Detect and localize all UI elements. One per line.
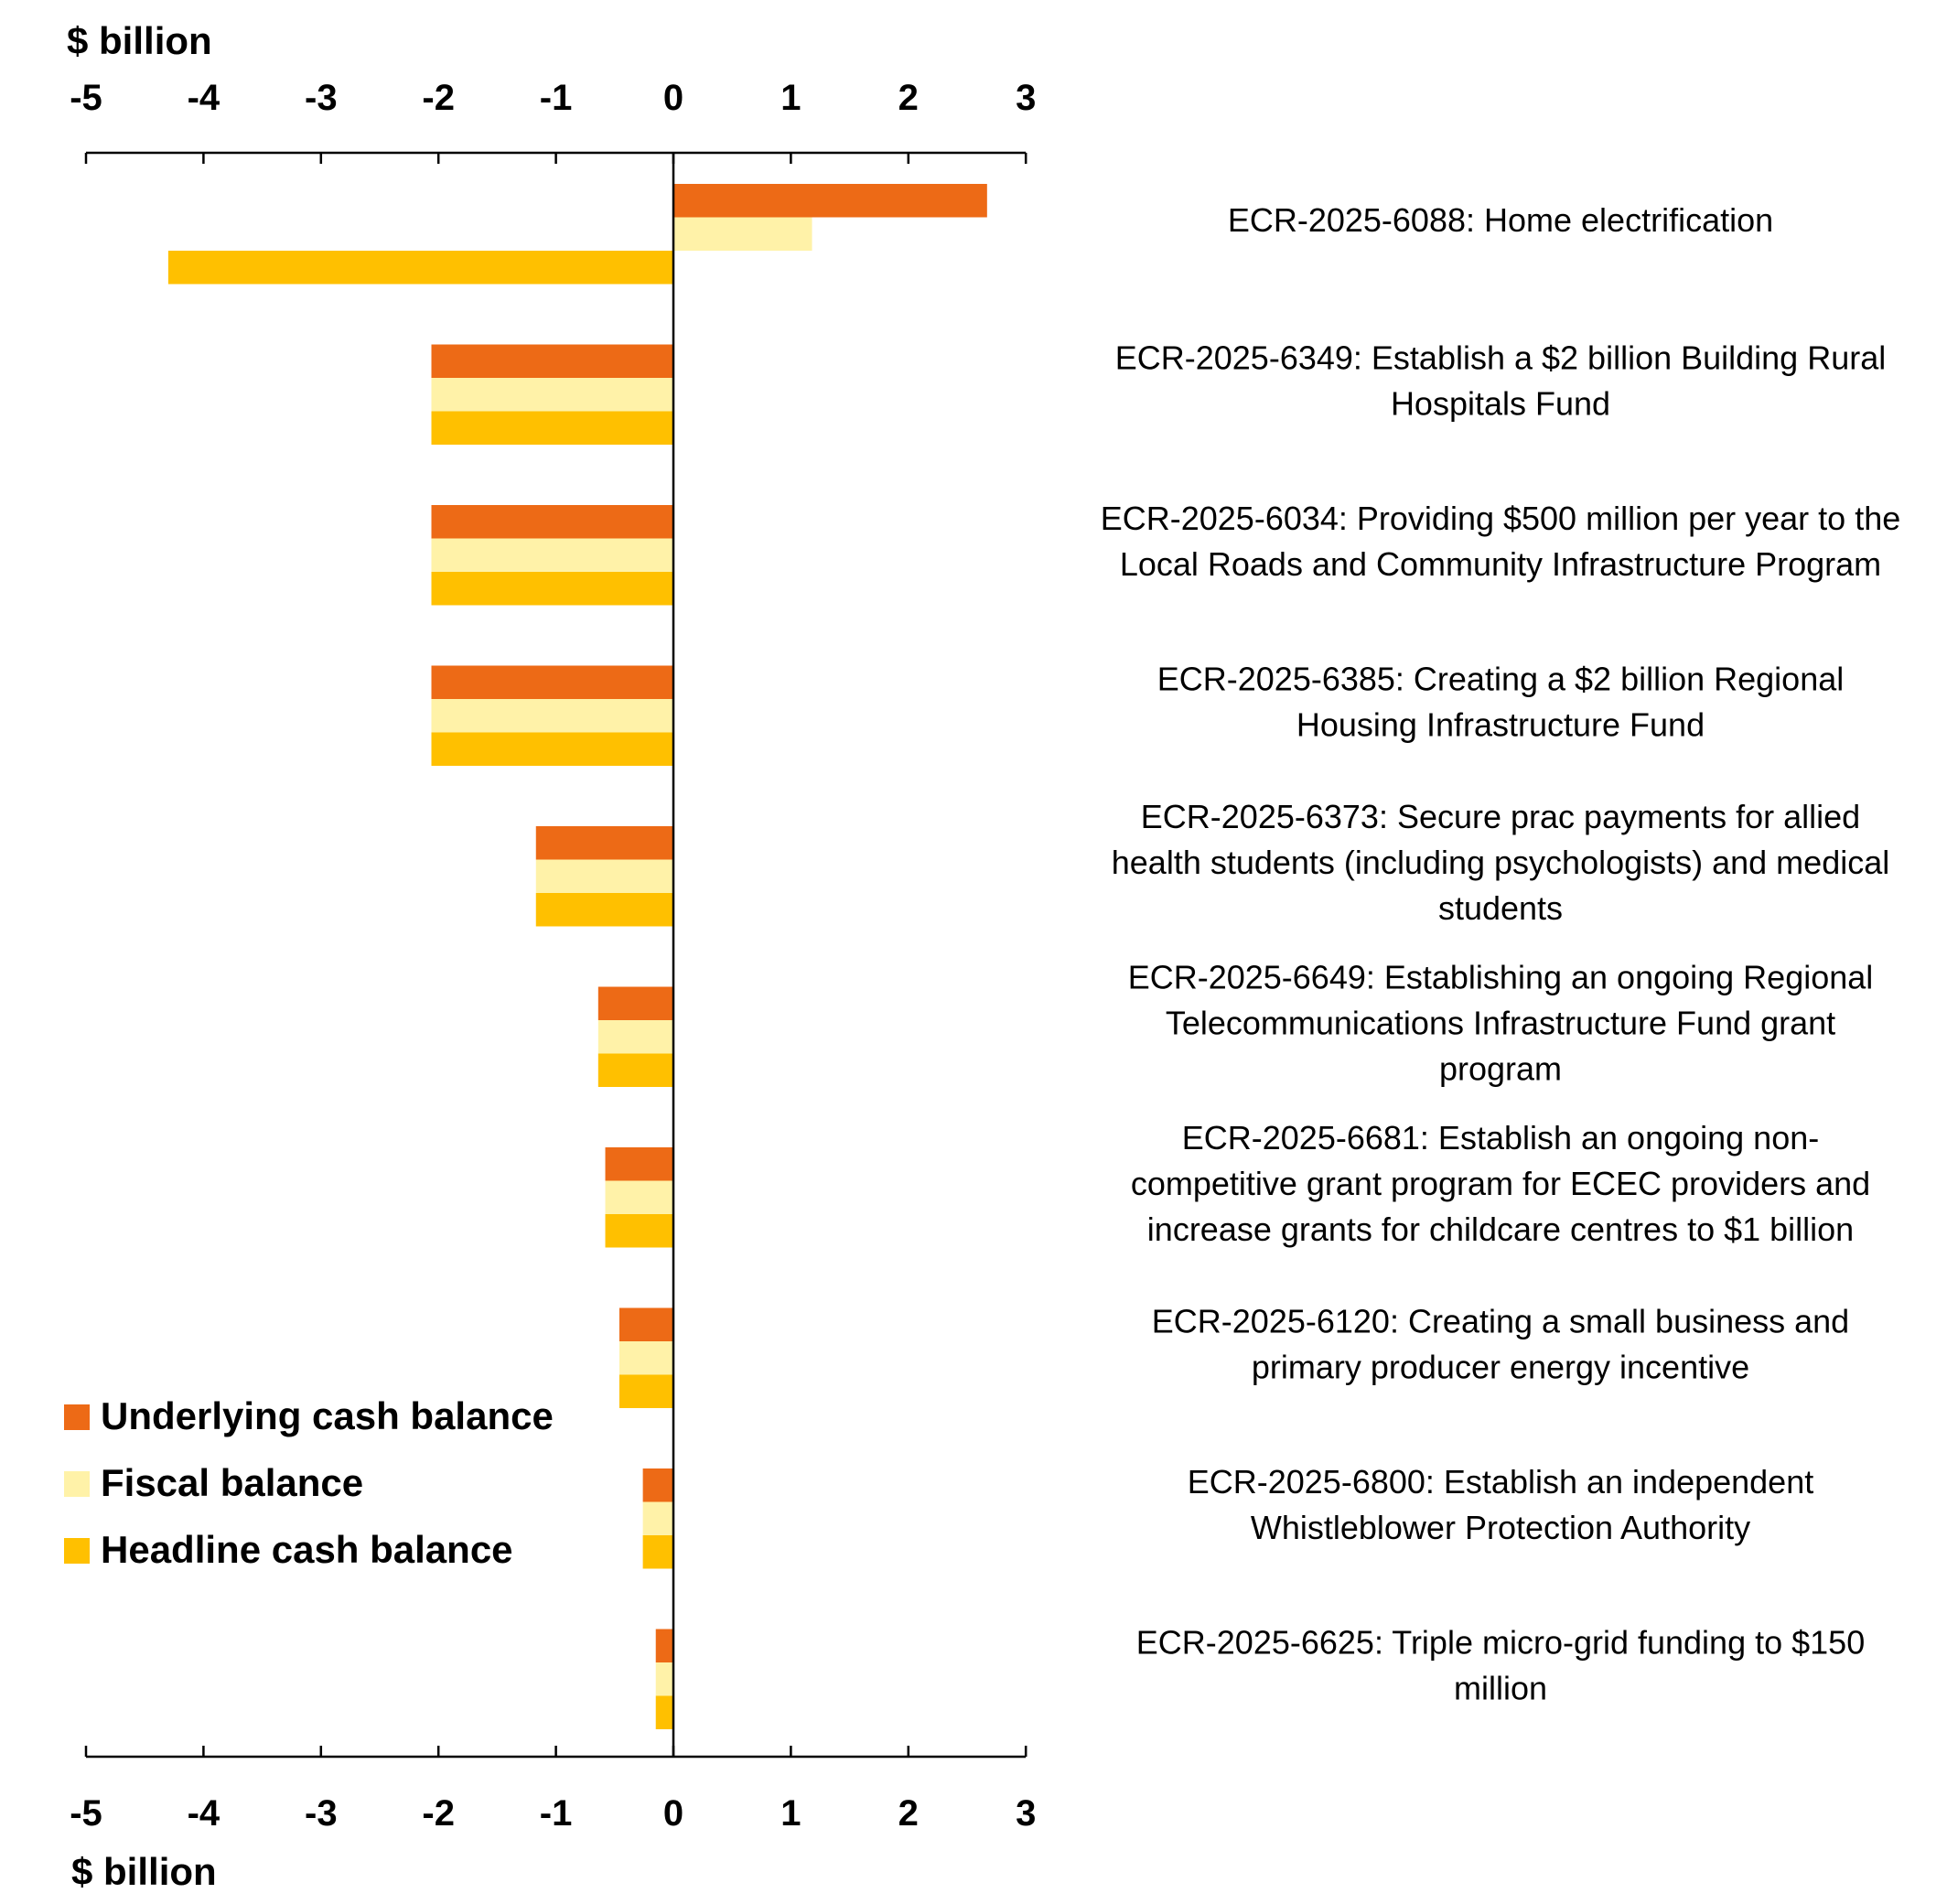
bar-fiscal-balance-3 bbox=[431, 699, 673, 733]
x-tick-label-top-2: -3 bbox=[305, 78, 338, 118]
bar-fiscal-balance-2 bbox=[431, 538, 673, 572]
x-tick-label-top-1: -4 bbox=[188, 78, 221, 118]
bar-fiscal-balance-4 bbox=[535, 859, 673, 893]
legend-swatch-2 bbox=[64, 1538, 90, 1564]
bar-headline-cash-balance-5 bbox=[597, 1053, 673, 1087]
x-tick-label-bottom-3: -2 bbox=[422, 1793, 455, 1834]
x-tick-label-top-5: 0 bbox=[663, 78, 683, 118]
category-label-4-line-0: ECR-2025-6373: Secure prac payments for … bbox=[1141, 798, 1860, 835]
category-label-2-line-1: Local Roads and Community Infrastructure… bbox=[1120, 545, 1881, 583]
bar-underlying-cash-balance-5 bbox=[597, 986, 673, 1020]
legend-swatch-0 bbox=[64, 1404, 90, 1430]
category-label-1-line-1: Hospitals Fund bbox=[1391, 384, 1610, 422]
legend: Underlying cash balance Fiscal balance Hea… bbox=[64, 1394, 554, 1571]
bar-headline-cash-balance-4 bbox=[535, 893, 673, 927]
bar-headline-cash-balance-1 bbox=[431, 411, 673, 445]
bar-underlying-cash-balance-6 bbox=[605, 1147, 673, 1181]
bars-layer bbox=[167, 184, 987, 1729]
category-label-4-line-2: students bbox=[1438, 889, 1563, 927]
bar-fiscal-balance-8 bbox=[642, 1501, 673, 1535]
category-label-6-line-2: increase grants for childcare centres to… bbox=[1147, 1210, 1854, 1248]
category-label-7-line-1: primary producer energy incentive bbox=[1252, 1348, 1749, 1385]
category-label-0-line-0: ECR-2025-6088: Home electrification bbox=[1228, 201, 1773, 239]
x-tick-label-bottom-6: 1 bbox=[780, 1793, 801, 1834]
x-axis-unit-top: $ billion bbox=[67, 19, 212, 62]
x-tick-label-top-0: -5 bbox=[70, 78, 102, 118]
legend-label-1: Fiscal balance bbox=[101, 1461, 363, 1504]
category-label-9-line-0: ECR-2025-6625: Triple micro-grid funding… bbox=[1136, 1623, 1865, 1661]
bar-headline-cash-balance-0 bbox=[167, 251, 673, 285]
category-label-3-line-0: ECR-2025-6385: Creating a $2 billion Reg… bbox=[1157, 660, 1844, 697]
x-tick-label-bottom-7: 2 bbox=[898, 1793, 919, 1834]
bar-fiscal-balance-9 bbox=[655, 1662, 673, 1696]
category-label-4-line-1: health students (including psychologists… bbox=[1112, 844, 1889, 881]
x-axis-unit-bottom: $ billion bbox=[71, 1850, 217, 1893]
legend-swatch-1 bbox=[64, 1471, 90, 1497]
bar-headline-cash-balance-8 bbox=[642, 1535, 673, 1569]
x-tick-label-top-8: 3 bbox=[1016, 78, 1036, 118]
bar-headline-cash-balance-6 bbox=[605, 1214, 673, 1248]
category-label-6-line-0: ECR-2025-6681: Establish an ongoing non- bbox=[1182, 1119, 1819, 1156]
category-label-5-line-1: Telecommunications Infrastructure Fund g… bbox=[1166, 1004, 1835, 1041]
bar-fiscal-balance-0 bbox=[673, 217, 812, 251]
category-label-8-line-1: Whistleblower Protection Authority bbox=[1251, 1509, 1750, 1546]
bar-fiscal-balance-6 bbox=[605, 1180, 673, 1214]
x-tick-label-top-4: -1 bbox=[540, 78, 573, 118]
category-label-7-line-0: ECR-2025-6120: Creating a small business… bbox=[1152, 1302, 1849, 1339]
bar-underlying-cash-balance-1 bbox=[431, 344, 673, 378]
bar-underlying-cash-balance-9 bbox=[655, 1629, 673, 1662]
axes-layer bbox=[84, 151, 1027, 1759]
bar-underlying-cash-balance-7 bbox=[619, 1307, 673, 1341]
legend-label-2: Headline cash balance bbox=[101, 1528, 513, 1571]
category-label-9-line-1: million bbox=[1454, 1669, 1547, 1706]
bar-headline-cash-balance-7 bbox=[619, 1374, 673, 1408]
category-label-5-line-2: program bbox=[1439, 1049, 1562, 1087]
bar-headline-cash-balance-2 bbox=[431, 572, 673, 606]
bar-headline-cash-balance-3 bbox=[431, 732, 673, 766]
category-label-3-line-1: Housing Infrastructure Fund bbox=[1296, 705, 1705, 743]
legend-label-0: Underlying cash balance bbox=[101, 1394, 554, 1437]
category-label-2-line-0: ECR-2025-6034: Providing $500 million pe… bbox=[1101, 500, 1901, 537]
bar-underlying-cash-balance-2 bbox=[431, 505, 673, 539]
bar-fiscal-balance-7 bbox=[619, 1341, 673, 1375]
x-tick-label-top-3: -2 bbox=[422, 78, 455, 118]
category-label-8-line-0: ECR-2025-6800: Establish an independent bbox=[1188, 1463, 1813, 1501]
bar-underlying-cash-balance-0 bbox=[673, 184, 987, 218]
bar-fiscal-balance-5 bbox=[597, 1020, 673, 1054]
tick-labels-layer: -5 -5 -4 -4 -3 -3 -2 -2 -1 -1 0 0 1 1 2 2 3 3 bbox=[70, 78, 1036, 1834]
x-tick-label-bottom-2: -3 bbox=[305, 1793, 338, 1834]
bar-headline-cash-balance-9 bbox=[655, 1695, 673, 1729]
bar-underlying-cash-balance-3 bbox=[431, 665, 673, 699]
x-tick-label-bottom-5: 0 bbox=[663, 1793, 683, 1834]
bar-fiscal-balance-1 bbox=[431, 378, 673, 412]
x-tick-label-bottom-4: -1 bbox=[540, 1793, 573, 1834]
x-tick-label-bottom-1: -4 bbox=[188, 1793, 221, 1834]
x-tick-label-top-7: 2 bbox=[898, 78, 919, 118]
x-tick-label-top-6: 1 bbox=[780, 78, 801, 118]
category-labels-layer: ECR-2025-6088: Home electrification ECR-2… bbox=[1101, 201, 1901, 1707]
bar-underlying-cash-balance-8 bbox=[642, 1468, 673, 1502]
bar-underlying-cash-balance-4 bbox=[535, 826, 673, 860]
category-label-5-line-0: ECR-2025-6649: Establishing an ongoing R… bbox=[1128, 958, 1874, 995]
category-label-6-line-1: competitive grant program for ECEC provi… bbox=[1131, 1165, 1870, 1202]
x-tick-label-bottom-8: 3 bbox=[1016, 1793, 1036, 1834]
category-label-1-line-0: ECR-2025-6349: Establish a $2 billion Bu… bbox=[1115, 339, 1886, 376]
x-tick-label-bottom-0: -5 bbox=[70, 1793, 102, 1834]
